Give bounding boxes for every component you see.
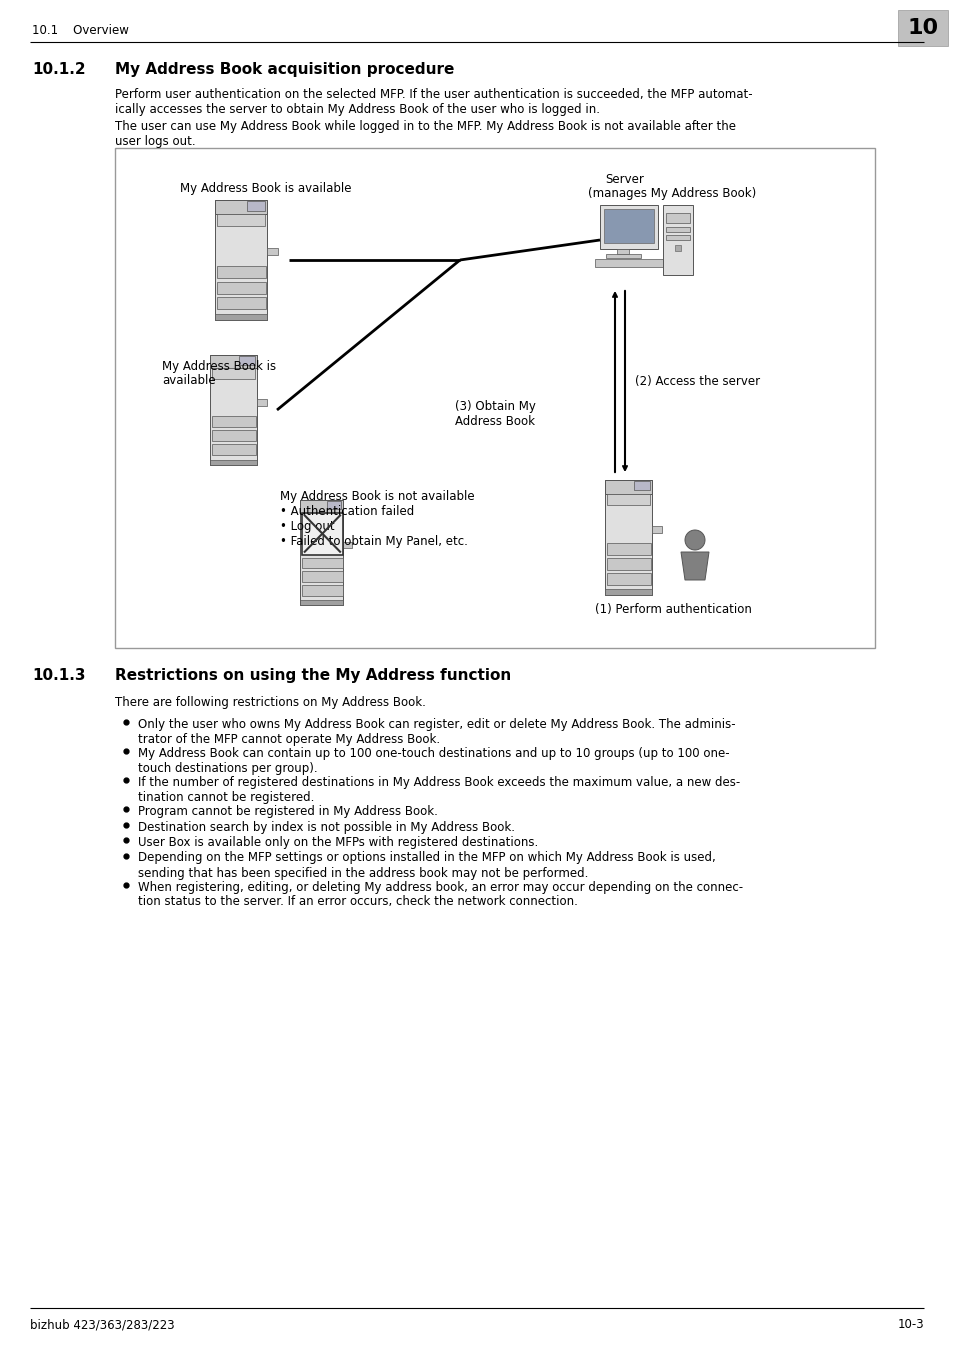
Bar	[302, 513, 341, 522]
Bar	[605, 254, 639, 258]
Bar	[662, 205, 692, 275]
Bar	[247, 201, 264, 211]
Bar	[115, 148, 874, 648]
Text: My Address Book acquisition procedure: My Address Book acquisition procedure	[115, 62, 454, 77]
Bar	[604, 589, 651, 595]
Bar	[216, 282, 266, 293]
Bar	[302, 571, 342, 582]
Text: available: available	[162, 374, 215, 387]
Bar	[606, 494, 649, 505]
Text: Restrictions on using the My Address function: Restrictions on using the My Address fun…	[115, 668, 511, 683]
Bar	[302, 585, 342, 595]
Text: 10-3: 10-3	[897, 1318, 923, 1331]
Text: My Address Book is not available
• Authentication failed
• Log out
• Failed to o: My Address Book is not available • Authe…	[280, 490, 475, 548]
Text: When registering, editing, or deleting My address book, an error may occur depen: When registering, editing, or deleting M…	[138, 880, 742, 909]
Bar	[212, 444, 256, 455]
Bar	[665, 259, 676, 267]
Bar	[214, 200, 267, 320]
Bar	[214, 200, 267, 215]
Bar	[212, 369, 254, 379]
Bar	[604, 481, 651, 494]
Text: 10.1.2: 10.1.2	[32, 62, 86, 77]
Bar	[343, 541, 352, 548]
Bar	[595, 259, 662, 267]
Bar	[599, 205, 658, 248]
Bar	[210, 459, 256, 464]
Bar	[675, 244, 680, 251]
Text: Destination search by index is not possible in My Address Book.: Destination search by index is not possi…	[138, 821, 515, 833]
Text: 10: 10	[906, 18, 938, 38]
Bar	[634, 481, 649, 490]
Text: The user can use My Address Book while logged in to the MFP. My Address Book is : The user can use My Address Book while l…	[115, 120, 735, 148]
Text: If the number of registered destinations in My Address Book exceeds the maximum : If the number of registered destinations…	[138, 776, 740, 805]
Bar	[212, 429, 256, 441]
Text: (manages My Address Book): (manages My Address Book)	[587, 188, 756, 200]
Circle shape	[684, 531, 704, 549]
Bar	[302, 558, 342, 568]
Bar	[214, 315, 267, 320]
Bar	[216, 297, 266, 309]
Bar	[606, 543, 651, 555]
Bar	[665, 235, 689, 240]
Bar	[210, 355, 256, 464]
Bar	[239, 356, 254, 365]
Text: bizhub 423/363/283/223: bizhub 423/363/283/223	[30, 1318, 174, 1331]
Bar	[210, 355, 256, 369]
Bar	[897, 9, 947, 46]
Text: 10.1    Overview: 10.1 Overview	[32, 23, 129, 36]
Text: Depending on the MFP settings or options installed in the MFP on which My Addres: Depending on the MFP settings or options…	[138, 852, 715, 879]
Text: 10.1.3: 10.1.3	[32, 668, 86, 683]
Bar	[604, 481, 651, 595]
Text: There are following restrictions on My Address Book.: There are following restrictions on My A…	[115, 697, 425, 709]
Bar	[267, 248, 277, 255]
Bar	[216, 266, 266, 278]
Bar	[617, 248, 628, 254]
Text: (2) Access the server: (2) Access the server	[635, 374, 760, 387]
Bar	[606, 558, 651, 570]
Text: Server: Server	[604, 173, 643, 186]
Bar	[651, 526, 660, 533]
Bar	[299, 500, 343, 513]
Polygon shape	[680, 552, 708, 580]
Bar	[256, 400, 266, 405]
Text: User Box is available only on the MFPs with registered destinations.: User Box is available only on the MFPs w…	[138, 836, 537, 849]
Bar	[603, 209, 654, 243]
Text: Program cannot be registered in My Address Book.: Program cannot be registered in My Addre…	[138, 805, 437, 818]
Bar	[606, 574, 651, 585]
Bar	[216, 215, 265, 227]
Text: (1) Perform authentication: (1) Perform authentication	[595, 603, 751, 616]
Text: My Address Book can contain up to 100 one-touch destinations and up to 10 groups: My Address Book can contain up to 100 on…	[138, 747, 729, 775]
Text: Perform user authentication on the selected MFP. If the user authentication is s: Perform user authentication on the selec…	[115, 88, 752, 116]
Text: My Address Book is available: My Address Book is available	[180, 182, 351, 194]
Text: Only the user who owns My Address Book can register, edit or delete My Address B: Only the user who owns My Address Book c…	[138, 718, 735, 747]
Bar	[327, 501, 341, 509]
Bar	[212, 416, 256, 427]
Bar	[302, 513, 342, 555]
Bar	[665, 227, 689, 232]
Text: (3) Obtain My
Address Book: (3) Obtain My Address Book	[455, 400, 536, 428]
Text: My Address Book is: My Address Book is	[162, 360, 275, 373]
Bar	[299, 599, 343, 605]
Bar	[299, 500, 343, 605]
Bar	[665, 213, 689, 223]
